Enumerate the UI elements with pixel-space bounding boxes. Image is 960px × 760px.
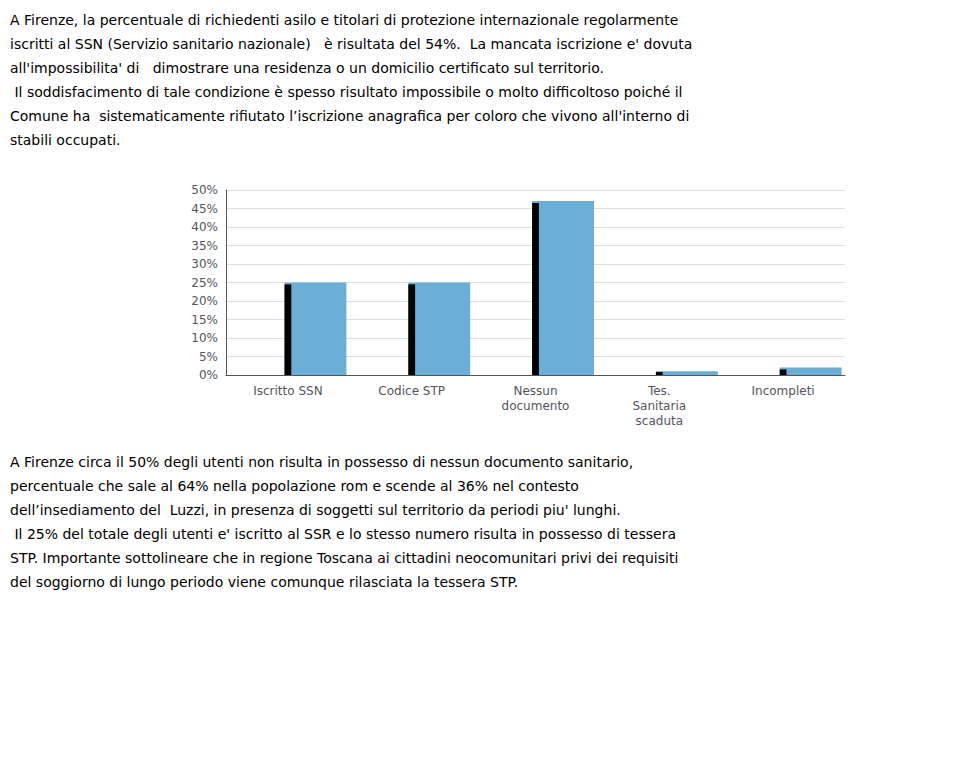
svg-text:10%: 10% xyxy=(191,331,218,345)
svg-text:15%: 15% xyxy=(191,313,218,327)
svg-text:A Firenze circa il 50% degli u: A Firenze circa il 50% degli utenti non … xyxy=(10,454,633,470)
svg-text:Sanitaria: Sanitaria xyxy=(633,399,687,413)
svg-text:40%: 40% xyxy=(191,220,218,234)
svg-text:45%: 45% xyxy=(191,202,218,216)
svg-text:Tes.: Tes. xyxy=(647,384,671,398)
svg-text:del soggiorno di lungo periodo: del soggiorno di lungo periodo viene com… xyxy=(10,574,518,590)
svg-text:documento: documento xyxy=(502,399,570,413)
svg-text:20%: 20% xyxy=(191,294,218,308)
svg-text:scaduta: scaduta xyxy=(636,414,683,428)
svg-text:Comune ha sistematicamente ri: Comune ha sistematicamente rifiutato l’i… xyxy=(10,108,689,124)
svg-text:dell’insediamento del Luzzi,: dell’insediamento del Luzzi, in presenza… xyxy=(10,502,621,518)
svg-text:30%: 30% xyxy=(191,257,218,271)
svg-text:iscritti al SSN (Servizio sani: iscritti al SSN (Servizio sanitario nazi… xyxy=(10,36,692,52)
svg-text:35%: 35% xyxy=(191,239,218,253)
svg-text:5%: 5% xyxy=(199,350,218,364)
svg-text:0%: 0% xyxy=(199,368,218,382)
svg-text:stabili occupati.: stabili occupati. xyxy=(10,132,121,148)
svg-text:25%: 25% xyxy=(191,276,218,290)
svg-text:Codice STP: Codice STP xyxy=(378,384,445,398)
svg-text:50%: 50% xyxy=(191,183,218,197)
svg-text:Il 25% del totale degli utenti: Il 25% del totale degli utenti e' iscrit… xyxy=(10,526,676,542)
svg-text:percentuale che sale al 64% ne: percentuale che sale al 64% nella popola… xyxy=(10,478,579,494)
svg-text:Il soddisfacimento di tale con: Il soddisfacimento di tale condizione è … xyxy=(10,84,682,100)
svg-text:STP. Importante sottolineare c: STP. Importante sottolineare che in regi… xyxy=(10,550,678,566)
svg-text:all'impossibilita' di dimost: all'impossibilita' di dimostrare una res… xyxy=(10,60,604,76)
svg-text:Nessun: Nessun xyxy=(513,384,557,398)
svg-text:Incompleti: Incompleti xyxy=(752,384,815,398)
svg-text:Iscritto SSN: Iscritto SSN xyxy=(253,384,322,398)
svg-text:A Firenze, la percentuale di r: A Firenze, la percentuale di richiedenti… xyxy=(10,12,678,28)
